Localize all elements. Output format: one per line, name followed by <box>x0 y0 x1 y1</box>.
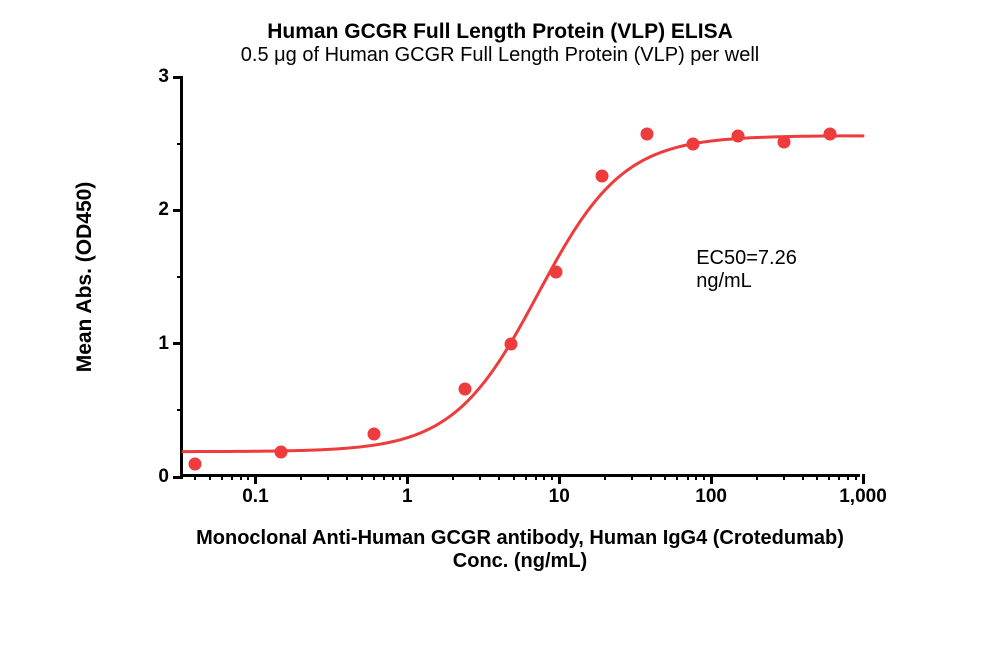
y-axis-title: Mean Abs. (OD450) <box>73 182 97 373</box>
x-tick-minor <box>551 474 553 480</box>
x-tick-minor <box>479 474 481 480</box>
data-point <box>367 428 380 441</box>
x-tick-minor <box>452 474 454 480</box>
x-tick-label: 10 <box>549 486 570 508</box>
x-tick-minor <box>209 474 211 480</box>
x-tick-minor <box>802 474 804 480</box>
x-tick-minor <box>664 474 666 480</box>
x-tick-minor <box>847 474 849 480</box>
data-point <box>275 445 288 458</box>
x-tick-minor <box>525 474 527 480</box>
y-tick-minor <box>177 409 183 411</box>
x-tick-minor <box>240 474 242 480</box>
y-tick <box>173 476 183 479</box>
x-tick-label: 0.1 <box>242 486 268 508</box>
x-tick-minor <box>756 474 758 480</box>
x-tick-minor <box>300 474 302 480</box>
x-tick-minor <box>535 474 537 480</box>
x-tick-minor <box>687 474 689 480</box>
y-tick-label: 1 <box>158 333 169 355</box>
y-tick-label: 2 <box>158 199 169 221</box>
chart-subtitle: 0.5 μg of Human GCGR Full Length Protein… <box>50 44 950 67</box>
x-tick-minor <box>383 474 385 480</box>
y-tick <box>173 209 183 212</box>
chart-title-block: Human GCGR Full Length Protein (VLP) ELI… <box>50 20 950 67</box>
y-tick <box>173 342 183 345</box>
y-tick-minor <box>177 276 183 278</box>
data-point <box>823 128 836 141</box>
x-tick-label: 100 <box>695 486 727 508</box>
data-point <box>686 137 699 150</box>
data-point <box>550 265 563 278</box>
x-tick <box>862 474 865 484</box>
x-tick-minor <box>838 474 840 480</box>
data-point <box>595 169 608 182</box>
x-tick-minor <box>399 474 401 480</box>
x-tick-minor <box>650 474 652 480</box>
x-tick-minor <box>604 474 606 480</box>
y-tick-minor <box>177 143 183 145</box>
x-tick-minor <box>327 474 329 480</box>
x-tick-minor <box>498 474 500 480</box>
ec50-annotation: EC50=7.26 ng/mL <box>696 247 845 293</box>
x-tick <box>254 474 257 484</box>
data-point <box>188 457 201 470</box>
plot-region: Mean Abs. (OD450) EC50=7.26 ng/mL 01230.… <box>180 77 950 477</box>
x-tick-minor <box>221 474 223 480</box>
x-tick-minor <box>194 474 196 480</box>
x-tick-minor <box>231 474 233 480</box>
x-tick-minor <box>783 474 785 480</box>
y-tick-label: 3 <box>158 66 169 88</box>
x-tick-label: 1 <box>402 486 413 508</box>
y-tick <box>173 76 183 79</box>
x-tick-minor <box>247 474 249 480</box>
x-tick-minor <box>828 474 830 480</box>
x-tick-minor <box>816 474 818 480</box>
x-tick-minor <box>676 474 678 480</box>
x-tick-minor <box>631 474 633 480</box>
data-point <box>732 129 745 142</box>
chart-title: Human GCGR Full Length Protein (VLP) ELI… <box>50 20 950 44</box>
y-tick-label: 0 <box>158 466 169 488</box>
x-tick-minor <box>855 474 857 480</box>
x-tick-minor <box>513 474 515 480</box>
x-tick-label: 1,000 <box>839 486 887 508</box>
data-point <box>778 136 791 149</box>
x-tick <box>406 474 409 484</box>
x-axis-title: Monoclonal Anti-Human GCGR antibody, Hum… <box>180 527 860 573</box>
ec50-text: EC50=7.26 ng/mL <box>696 247 797 292</box>
x-tick-minor <box>346 474 348 480</box>
data-point <box>641 128 654 141</box>
x-tick-minor <box>695 474 697 480</box>
x-tick-minor <box>543 474 545 480</box>
elisa-chart: Human GCGR Full Length Protein (VLP) ELI… <box>50 20 950 640</box>
x-tick-minor <box>373 474 375 480</box>
x-tick-minor <box>361 474 363 480</box>
x-tick-minor <box>703 474 705 480</box>
data-point <box>504 337 517 350</box>
x-tick <box>558 474 561 484</box>
x-tick <box>710 474 713 484</box>
plot-area: EC50=7.26 ng/mL 01230.11101001,000 <box>180 77 860 477</box>
data-point <box>459 383 472 396</box>
x-tick-minor <box>392 474 394 480</box>
